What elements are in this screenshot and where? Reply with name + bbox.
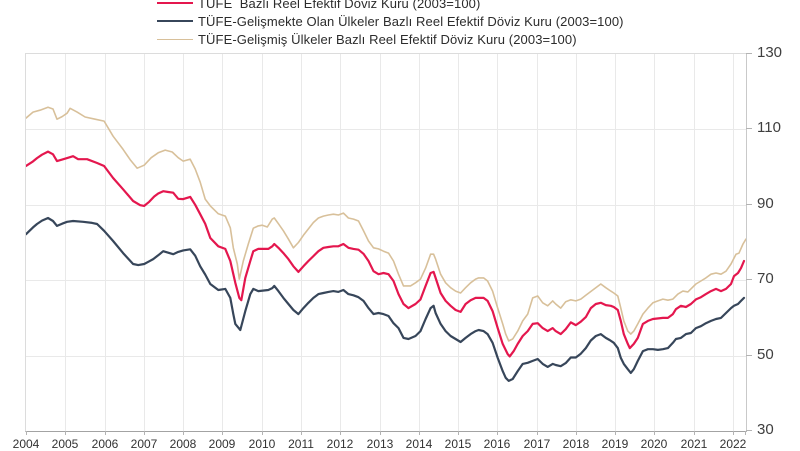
y-tick bbox=[746, 53, 752, 54]
series-line bbox=[26, 106, 746, 342]
x-tick bbox=[380, 431, 381, 435]
x-tick bbox=[497, 431, 498, 435]
x-tick-label: 2014 bbox=[405, 437, 433, 451]
x-tick-label: 2017 bbox=[523, 437, 551, 451]
plot-area bbox=[25, 53, 747, 432]
series-line bbox=[26, 216, 746, 382]
chart-legend: TÜFE Bazlı Reel Efektif Döviz Kuru (2003… bbox=[157, 0, 624, 48]
y-tick-label: 70 bbox=[757, 270, 774, 287]
x-tick-label: 2008 bbox=[169, 437, 197, 451]
x-tick bbox=[654, 431, 655, 435]
x-tick bbox=[615, 431, 616, 435]
x-tick-label: 2015 bbox=[444, 437, 472, 451]
x-tick bbox=[26, 431, 27, 435]
chart-svg bbox=[26, 54, 746, 431]
legend-line-swatch-icon bbox=[157, 2, 193, 4]
x-tick bbox=[144, 431, 145, 435]
x-tick-label: 2007 bbox=[130, 437, 158, 451]
x-tick-label: 2013 bbox=[366, 437, 394, 451]
x-tick bbox=[576, 431, 577, 435]
x-tick bbox=[222, 431, 223, 435]
x-tick bbox=[537, 431, 538, 435]
x-tick-label: 2016 bbox=[483, 437, 511, 451]
x-tick-label: 2012 bbox=[326, 437, 354, 451]
y-tick bbox=[746, 128, 752, 129]
x-tick-label: 2018 bbox=[562, 437, 590, 451]
y-tick bbox=[746, 204, 752, 205]
legend-item-label: TÜFE-Gelişmekte Olan Ülkeler Bazlı Reel … bbox=[198, 13, 624, 29]
legend-item: TÜFE-Gelişmiş Ülkeler Bazlı Reel Efektif… bbox=[157, 30, 624, 48]
y-tick-label: 130 bbox=[757, 44, 783, 61]
series-line bbox=[26, 150, 746, 358]
x-tick-label: 2005 bbox=[51, 437, 79, 451]
x-tick bbox=[694, 431, 695, 435]
legend-item: TÜFE Bazlı Reel Efektif Döviz Kuru (2003… bbox=[157, 0, 624, 12]
x-tick-label: 2022 bbox=[719, 437, 747, 451]
y-tick bbox=[746, 430, 752, 431]
legend-line-swatch-icon bbox=[157, 38, 193, 40]
x-tick-label: 2009 bbox=[208, 437, 236, 451]
x-tick bbox=[262, 431, 263, 435]
x-tick-label: 2021 bbox=[680, 437, 708, 451]
x-tick bbox=[340, 431, 341, 435]
x-tick bbox=[301, 431, 302, 435]
x-tick bbox=[419, 431, 420, 435]
x-tick bbox=[105, 431, 106, 435]
legend-line-swatch-icon bbox=[157, 20, 193, 22]
x-tick bbox=[458, 431, 459, 435]
y-tick-label: 90 bbox=[757, 195, 774, 212]
legend-item-label: TÜFE Bazlı Reel Efektif Döviz Kuru (2003… bbox=[198, 0, 481, 11]
x-tick bbox=[65, 431, 66, 435]
x-tick-label: 2019 bbox=[601, 437, 629, 451]
y-tick bbox=[746, 279, 752, 280]
x-tick bbox=[733, 431, 734, 435]
legend-item-label: TÜFE-Gelişmiş Ülkeler Bazlı Reel Efektif… bbox=[198, 31, 577, 47]
y-tick-label: 50 bbox=[757, 346, 774, 363]
x-tick-label: 2010 bbox=[248, 437, 276, 451]
x-tick bbox=[745, 431, 746, 435]
y-tick-label: 30 bbox=[757, 421, 774, 438]
legend-item: TÜFE-Gelişmekte Olan Ülkeler Bazlı Reel … bbox=[157, 12, 624, 30]
y-tick bbox=[746, 355, 752, 356]
x-tick-label: 2011 bbox=[288, 437, 314, 451]
y-tick-label: 110 bbox=[757, 119, 781, 136]
x-tick-label: 2020 bbox=[640, 437, 668, 451]
x-tick-label: 2004 bbox=[12, 437, 40, 451]
x-tick-label: 2006 bbox=[91, 437, 119, 451]
x-tick bbox=[183, 431, 184, 435]
